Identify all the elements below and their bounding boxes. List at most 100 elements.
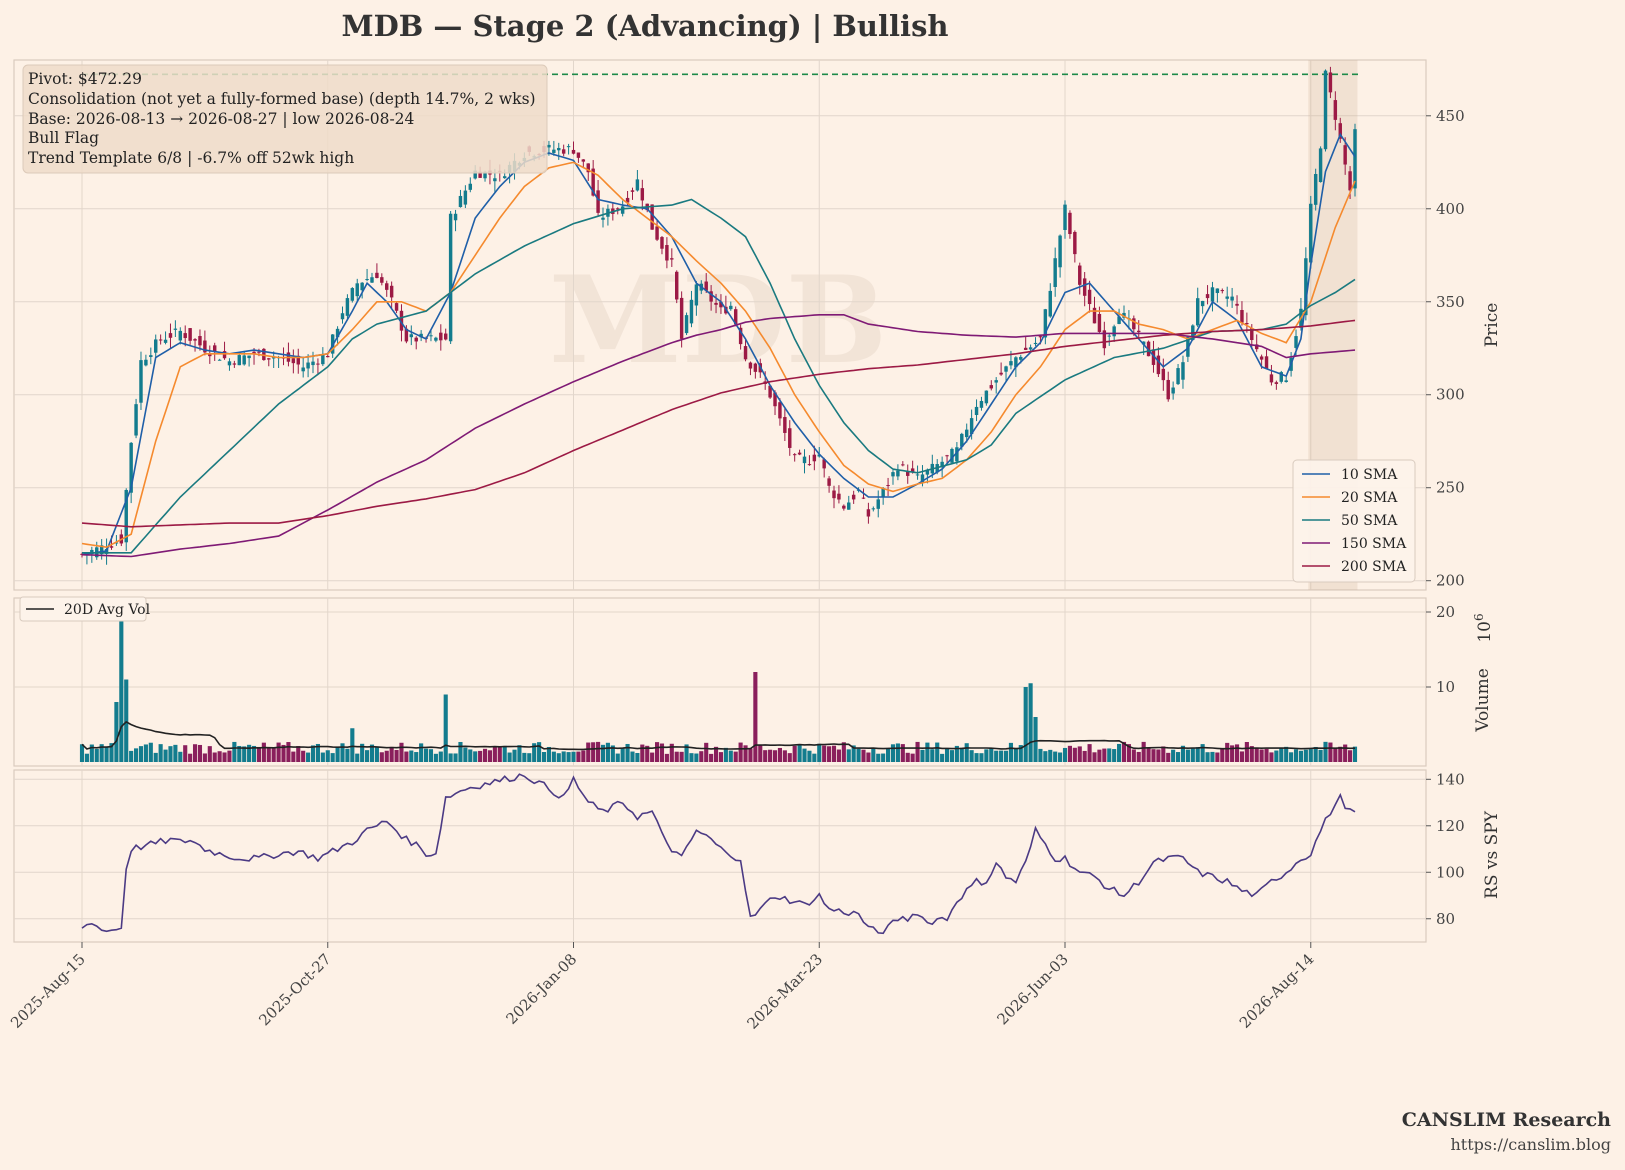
volume-bar [797, 745, 802, 762]
volume-bar [487, 750, 493, 762]
candle [1264, 349, 1269, 370]
volume-bar [443, 694, 448, 762]
candle [1087, 280, 1092, 313]
volume-bar [261, 742, 266, 762]
candle-body [694, 284, 699, 306]
candle-body [920, 474, 925, 484]
volume-bar [1003, 750, 1009, 762]
volume-bar [1234, 744, 1240, 762]
candle-body [1230, 296, 1234, 301]
candle-body [385, 283, 389, 290]
price-axis-label: Price [1482, 303, 1502, 348]
annotation-base: Base: 2026-08-13 → 2026-08-27 | low 2026… [28, 110, 415, 128]
volume-bar [1264, 748, 1269, 762]
volume-bar [659, 743, 665, 762]
candle-body [1078, 265, 1082, 285]
volume-bar [856, 748, 861, 762]
candle-body [404, 328, 409, 342]
price-tick-label: 400 [1436, 200, 1465, 218]
candle [1279, 370, 1283, 384]
candle-body [733, 309, 738, 325]
candle [439, 324, 443, 351]
candle [729, 301, 733, 311]
volume-bar [1338, 746, 1343, 762]
candle [380, 273, 384, 286]
volume-bar [532, 743, 537, 762]
candle [586, 163, 590, 181]
candle [340, 306, 345, 324]
candle-body [365, 278, 369, 281]
volume-bar [492, 746, 497, 762]
volume-bar [713, 746, 719, 762]
volume-bar [527, 753, 532, 762]
volume-bar [704, 742, 709, 762]
candle-body [1284, 380, 1288, 382]
volume-bar [1195, 747, 1200, 762]
volume-bar [458, 741, 463, 762]
volume-bar [920, 749, 925, 762]
candle [350, 287, 355, 303]
volume-bar [1215, 752, 1220, 762]
candle [571, 141, 576, 155]
candle-body [704, 281, 708, 291]
candle-body [1053, 258, 1057, 287]
candle-body [257, 351, 261, 353]
volume-bar [954, 745, 959, 762]
candle-body [950, 448, 954, 463]
annotation-pattern: Bull Flag [28, 129, 99, 147]
candle-body [1122, 312, 1126, 318]
candle [768, 384, 772, 399]
annotation-consolidation: Consolidation (not yet a fully-formed ba… [28, 90, 536, 108]
candle-body [311, 361, 315, 366]
volume-bar [178, 751, 183, 762]
volume-bar [94, 748, 99, 762]
volume-grid [14, 598, 1426, 766]
volume-bar [959, 747, 964, 762]
candle [193, 338, 197, 352]
candle-body [714, 302, 718, 305]
footer-url[interactable]: https://canslim.blog [1450, 1135, 1611, 1154]
candle [1230, 287, 1234, 308]
candle-body [807, 464, 812, 466]
candle-body [596, 190, 600, 213]
candle [1313, 168, 1318, 211]
sma-line-50-sma [82, 198, 1356, 554]
candle [552, 140, 556, 156]
candle-body [871, 508, 876, 510]
volume-bar [1161, 746, 1166, 762]
volume-bar [689, 753, 694, 762]
volume-bar [1343, 744, 1348, 762]
candle-body [134, 404, 138, 436]
volume-bar [473, 751, 478, 762]
volume-bar [935, 742, 940, 762]
volume-bar [428, 749, 434, 762]
volume-bar [143, 744, 148, 762]
volume-bar [330, 753, 335, 762]
volume-bar [276, 742, 281, 762]
candle [1225, 286, 1229, 307]
volume-bar [1249, 746, 1254, 762]
candle-body [1019, 356, 1023, 360]
candle-body [1092, 307, 1097, 324]
candle-body [1102, 330, 1107, 349]
candle-body [1023, 347, 1028, 350]
candle-body [866, 509, 871, 517]
volume-bar [1303, 749, 1308, 762]
volume-bar [1013, 748, 1018, 762]
annotation-pivot: Pivot: $472.29 [28, 70, 142, 88]
volume-bar [222, 752, 227, 762]
volume-bar [507, 752, 512, 762]
candle [876, 490, 880, 518]
volume-bar [831, 745, 837, 762]
candle [1171, 381, 1175, 400]
footer-brand: CANSLIM Research [1402, 1109, 1611, 1131]
candle-body [778, 402, 782, 419]
candle [964, 423, 969, 443]
volume-bar [247, 744, 252, 762]
rs-grid [14, 770, 1426, 942]
candle [203, 330, 207, 356]
volume-bar [374, 746, 379, 762]
price-tick-label: 300 [1436, 386, 1465, 404]
volume-bar [940, 753, 945, 762]
candle-body [738, 327, 743, 345]
